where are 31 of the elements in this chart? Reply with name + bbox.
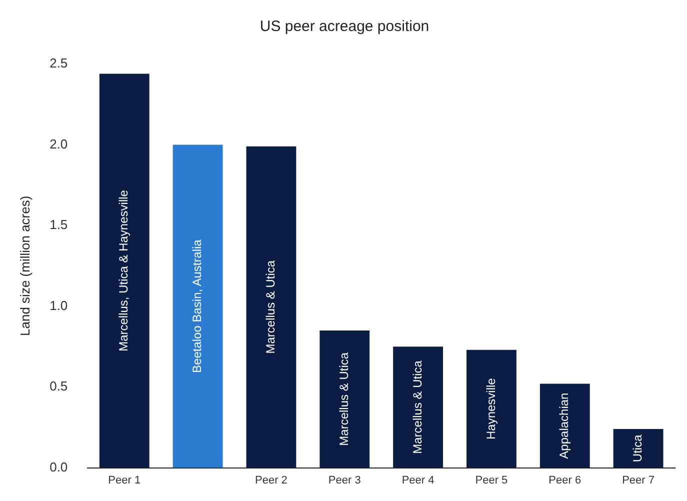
y-tick-label: 1.0 [50, 298, 68, 313]
y-tick-label: 0.5 [50, 378, 68, 394]
annotation: Marcellus, Utica & Haynesville [116, 190, 131, 352]
bar [466, 350, 516, 468]
annotation: Marcellus & Utica [336, 352, 351, 446]
annotation: Beetaloo Basin, Australia [190, 239, 204, 373]
annotation: Utica [630, 434, 645, 462]
annotation: Marcellus & Utica [264, 260, 278, 354]
bar [172, 144, 223, 468]
y-tick-label: 2.0 [50, 136, 68, 152]
annotation: Haynesville [484, 378, 498, 440]
x-tick-label: Peer 6 [548, 474, 582, 486]
annotation: Marcellus & Utica [410, 360, 424, 454]
bar [540, 384, 590, 468]
x-tick-label: Peer 2 [255, 474, 288, 486]
annotation: Appalachian [557, 392, 572, 459]
y-tick-label: 0.0 [50, 459, 68, 474]
x-tick-label: Peer 5 [475, 474, 508, 486]
chart-title: US peer acreage position [260, 18, 430, 36]
y-tick-label: 2.5 [50, 56, 68, 71]
x-tick-label: Peer 3 [328, 474, 361, 486]
bar [393, 346, 444, 468]
bar [320, 330, 370, 468]
y-axis-title: Land size (million acres) [17, 196, 32, 336]
x-tick-label: Peer 1 [108, 474, 141, 486]
bar [99, 74, 150, 468]
bar [613, 429, 664, 468]
bar [246, 146, 296, 468]
x-tick-label: Peer 4 [402, 474, 434, 486]
x-tick-label: Peer 7 [622, 474, 655, 486]
y-tick-label: 1.5 [50, 217, 68, 232]
